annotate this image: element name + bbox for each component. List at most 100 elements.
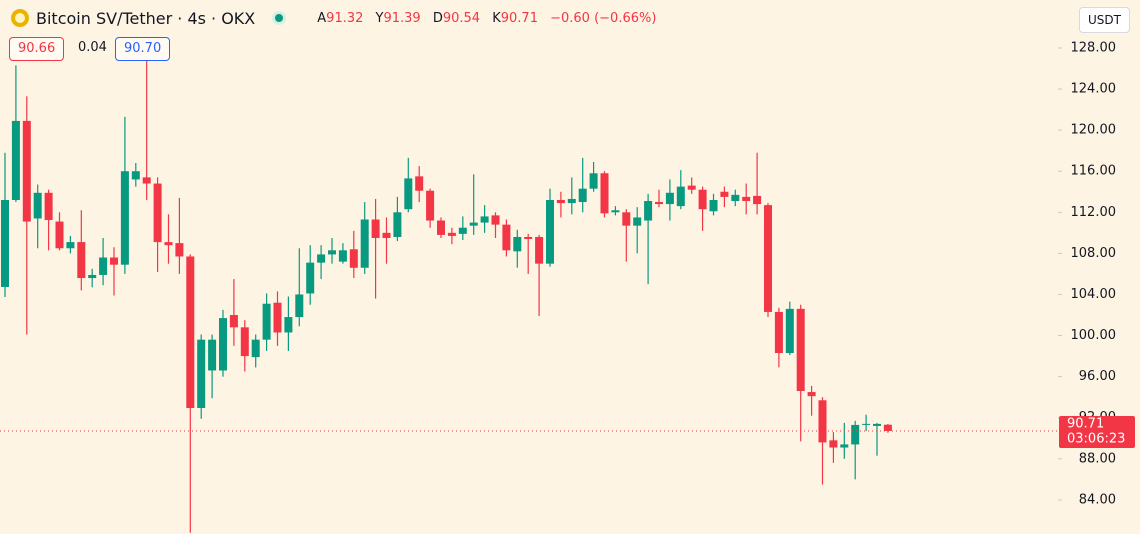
candle-body bbox=[513, 236, 522, 252]
symbol-icon bbox=[11, 9, 29, 27]
candle-body bbox=[382, 232, 391, 238]
y-tick-label: 112.00 bbox=[1071, 205, 1117, 220]
ohlc-value: 90.71 bbox=[500, 10, 538, 26]
candle-body bbox=[208, 339, 217, 371]
candle-body bbox=[328, 250, 336, 255]
candle-body bbox=[349, 249, 358, 268]
candle-body bbox=[807, 392, 816, 397]
candle-body bbox=[1, 199, 9, 287]
candle-body bbox=[731, 194, 740, 202]
header: Bitcoin SV/Tether · 4s · OKX A91.32 Y91.… bbox=[10, 8, 656, 28]
candle-body bbox=[720, 191, 729, 197]
candle-body bbox=[219, 318, 227, 371]
candle-body bbox=[665, 192, 674, 205]
ohlc-label: A bbox=[317, 10, 327, 26]
candle-body bbox=[251, 339, 260, 358]
candle-body bbox=[437, 220, 445, 235]
candle-body bbox=[186, 256, 195, 408]
spread: 0.04 bbox=[78, 40, 107, 55]
candle-body bbox=[469, 222, 478, 226]
buy-button[interactable]: 90.70 bbox=[115, 37, 171, 61]
ohlc-label: D bbox=[432, 10, 443, 26]
symbol-title[interactable]: Bitcoin SV/Tether · 4s · OKX bbox=[36, 8, 256, 28]
ohlc-value: 91.39 bbox=[383, 10, 421, 26]
y-tick-label: 120.00 bbox=[1071, 123, 1117, 138]
candle-body bbox=[262, 303, 271, 340]
candle-body bbox=[11, 120, 20, 200]
y-tick-label: 96.00 bbox=[1079, 369, 1116, 384]
candle-body bbox=[753, 195, 762, 205]
candle-body bbox=[77, 242, 86, 279]
candle-body bbox=[578, 188, 587, 203]
candle-body bbox=[600, 173, 609, 214]
candle-body bbox=[131, 171, 140, 180]
y-tick-label: 128.00 bbox=[1071, 40, 1117, 55]
y-tick-label: 116.00 bbox=[1071, 164, 1117, 179]
status-dot bbox=[272, 11, 287, 25]
candle-body bbox=[851, 424, 860, 445]
change: −0.60 (−0.66%) bbox=[550, 10, 657, 26]
candle-body bbox=[88, 274, 97, 279]
candle-body bbox=[426, 190, 435, 221]
candle-body bbox=[709, 199, 718, 212]
candle-body bbox=[524, 236, 533, 240]
y-tick-label: 84.00 bbox=[1079, 492, 1116, 507]
candle-body bbox=[698, 189, 707, 210]
candle-body bbox=[44, 192, 53, 221]
candle-body bbox=[502, 224, 511, 251]
sell-button[interactable]: 90.66 bbox=[9, 37, 65, 61]
candle-body bbox=[655, 202, 663, 205]
candle-body bbox=[818, 400, 827, 443]
countdown: 03:06:23 bbox=[1067, 431, 1125, 446]
candle-body bbox=[360, 219, 369, 268]
candle-body bbox=[458, 227, 467, 234]
candle-body bbox=[393, 212, 402, 237]
candle-body bbox=[567, 198, 576, 204]
candle-body bbox=[687, 185, 696, 190]
candle-body bbox=[229, 315, 238, 328]
ohlc-value: 90.54 bbox=[442, 10, 481, 26]
candle-body bbox=[676, 186, 685, 207]
currency-select[interactable]: USDT bbox=[1079, 7, 1130, 33]
candle-body bbox=[153, 183, 162, 243]
candle-body bbox=[644, 201, 653, 221]
candle-body bbox=[55, 221, 64, 249]
candle-body bbox=[371, 219, 380, 238]
candle-body bbox=[33, 192, 42, 219]
candle-body bbox=[622, 212, 631, 226]
candle-body bbox=[556, 199, 565, 204]
y-tick-label: 88.00 bbox=[1079, 451, 1116, 466]
candle-body bbox=[22, 120, 31, 222]
y-tick-label: 100.00 bbox=[1071, 328, 1117, 343]
candle-body bbox=[306, 262, 315, 294]
candle-body bbox=[633, 217, 642, 226]
candle-body bbox=[611, 210, 620, 213]
candle-body bbox=[110, 257, 118, 265]
ohlc-label: K bbox=[492, 10, 501, 26]
candle-body bbox=[796, 308, 805, 392]
candle-body bbox=[873, 423, 881, 426]
candle-body bbox=[317, 254, 326, 263]
ohlc-values: A91.32 Y91.39 D90.54 K90.71 −0.60 (−0.66… bbox=[317, 11, 656, 26]
candle-body bbox=[197, 339, 206, 408]
candle-body bbox=[491, 215, 500, 225]
ohlc-label: Y bbox=[375, 10, 384, 26]
candle-body bbox=[764, 205, 772, 312]
candle-body bbox=[284, 317, 293, 333]
candle-body bbox=[295, 294, 304, 318]
candle-body bbox=[785, 308, 794, 354]
candle-body bbox=[546, 199, 554, 264]
candle-body bbox=[480, 216, 489, 223]
candle-body bbox=[273, 302, 282, 333]
candle-body bbox=[829, 440, 838, 448]
candle-body bbox=[240, 327, 249, 357]
candle-body bbox=[99, 257, 108, 275]
y-tick-label: 108.00 bbox=[1071, 246, 1117, 261]
candle-body bbox=[535, 236, 544, 264]
price-tag bbox=[1059, 415, 1135, 448]
candle-body bbox=[883, 424, 892, 431]
y-tick-label: 124.00 bbox=[1071, 82, 1117, 97]
candle-body bbox=[862, 423, 871, 425]
